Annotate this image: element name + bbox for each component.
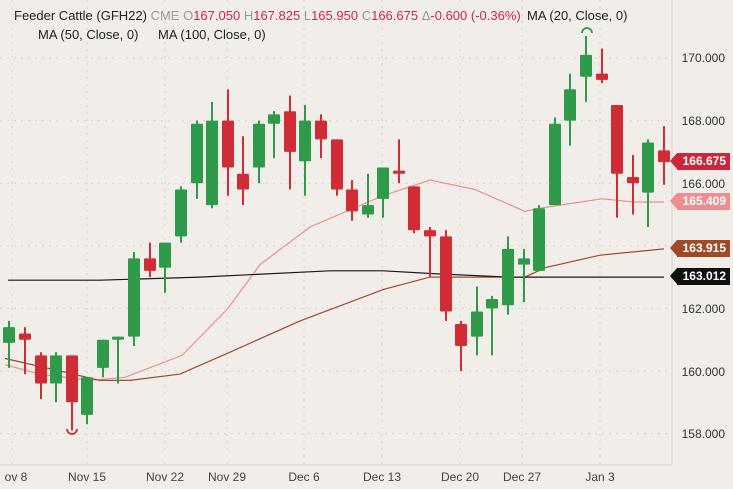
x-tick: Dec 6 [288, 470, 320, 484]
open-value: 167.050 [193, 8, 241, 23]
legend-ma20[interactable]: MA (20, Close, 0) [527, 8, 628, 23]
candle [533, 205, 545, 271]
candle [206, 101, 218, 209]
high-marker-icon [581, 27, 593, 34]
extreme-markers [66, 27, 593, 435]
candle [424, 227, 436, 278]
candle [486, 295, 498, 356]
legend-ma50[interactable]: MA (50, Close, 0) [38, 27, 139, 42]
candle [362, 173, 374, 218]
candle [564, 73, 576, 146]
candle [331, 139, 343, 196]
candle [393, 139, 405, 184]
legend-ma100[interactable]: MA (100, Close, 0) [158, 27, 266, 42]
candle [611, 104, 623, 218]
candle [549, 117, 561, 206]
candle [191, 120, 203, 199]
close-value: 166.675 [371, 8, 419, 23]
x-tick: Nov 22 [145, 470, 185, 484]
ma50-price-tag: 163.915 [669, 240, 730, 257]
candle [144, 242, 156, 278]
price-axis[interactable] [672, 0, 733, 465]
low-marker-icon [66, 428, 78, 435]
candle [112, 336, 124, 384]
ma100-price-tag: 163.012 [669, 268, 730, 285]
candle [642, 139, 654, 228]
candle [128, 252, 140, 346]
y-tick: 162.000 [681, 302, 725, 316]
candle [97, 339, 109, 378]
candle [627, 155, 639, 215]
y-tick: 158.000 [681, 427, 725, 441]
candle [237, 136, 249, 206]
candle [346, 180, 358, 221]
candle [455, 320, 467, 371]
candle [408, 186, 420, 234]
candle [596, 48, 608, 84]
high-label: H [243, 8, 254, 23]
candles [3, 36, 670, 431]
candle [35, 352, 47, 400]
candle [502, 236, 514, 315]
open-label: O [183, 8, 194, 23]
last-price-tag: 166.675 [669, 153, 730, 170]
grid [0, 0, 672, 465]
low-value: 165.950 [311, 8, 359, 23]
candle [268, 111, 280, 159]
candle [658, 126, 670, 185]
x-tick: Nov 29 [207, 470, 247, 484]
candle [315, 114, 327, 159]
candle [471, 286, 483, 356]
instrument-title: Feeder Cattle (GFH22) [14, 8, 147, 23]
candle [253, 120, 265, 184]
candle [19, 327, 31, 375]
ma-line [8, 270, 664, 281]
candle [81, 377, 93, 425]
candle [580, 36, 592, 102]
x-tick: Dec 20 [440, 470, 480, 484]
candle [159, 242, 171, 293]
candle [299, 104, 311, 196]
candle [50, 352, 62, 403]
change-icon: Δ [421, 8, 431, 23]
x-tick: Dec 27 [502, 470, 542, 484]
high-value: 167.825 [253, 8, 301, 23]
candle [440, 230, 452, 321]
change-value: -0.600 (-0.36%) [430, 8, 521, 23]
candle [222, 89, 234, 196]
candle [3, 320, 15, 368]
y-tick: 168.000 [681, 114, 725, 128]
low-label: L [303, 8, 312, 23]
close-label: C [361, 8, 372, 23]
candle [284, 95, 296, 190]
candle [377, 167, 389, 218]
y-tick: 160.000 [681, 365, 725, 379]
candle [175, 186, 187, 243]
legend-line-1: Feeder Cattle (GFH22) CME O167.050 H167.… [14, 8, 521, 23]
y-tick: 166.000 [681, 177, 725, 191]
y-tick: 170.000 [681, 51, 725, 65]
candle [518, 248, 530, 303]
x-tick: Jan 3 [585, 470, 615, 484]
candle [66, 355, 78, 431]
x-tick: Dec 13 [362, 470, 402, 484]
x-tick: Nov 15 [67, 470, 107, 484]
x-tick: ov 8 [4, 470, 28, 484]
exchange: CME [150, 8, 180, 23]
ma20-price-tag: 165.409 [669, 193, 730, 210]
